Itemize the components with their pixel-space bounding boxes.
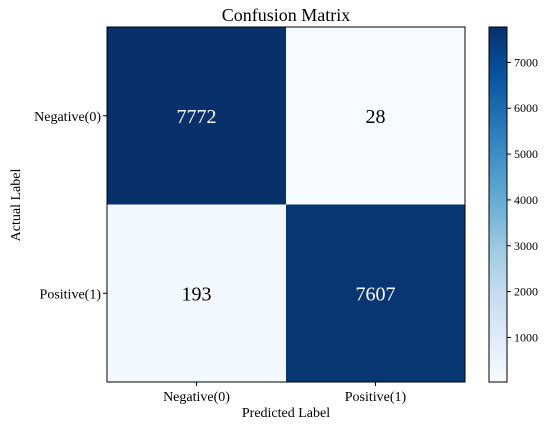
- cell-value-label: 193: [182, 283, 212, 305]
- x-tick-label: Positive(1): [345, 390, 407, 405]
- heatmap-cell: [107, 27, 286, 205]
- colorbar-tick-label: 7000: [514, 55, 538, 69]
- y-tick-label: Positive(1): [40, 287, 102, 302]
- heatmap-cells: [107, 27, 465, 382]
- cell-value-label: 7772: [177, 106, 217, 128]
- x-axis-label: Predicted Label: [242, 406, 330, 421]
- x-axis-ticks: Negative(0) Positive(1): [163, 382, 407, 405]
- colorbar-tick-label: 5000: [514, 147, 538, 161]
- heatmap-cell: [107, 204, 286, 382]
- colorbar-tick-label: 6000: [514, 101, 538, 115]
- cell-value-label: 7607: [356, 283, 396, 305]
- colorbar: [488, 26, 508, 383]
- colorbar-tick-label: 2000: [514, 285, 538, 299]
- colorbar-ticks: 1000 2000 3000 4000 5000 6000 7000: [507, 55, 538, 344]
- plot-frame: [106, 26, 466, 383]
- y-axis-ticks: Negative(0) Positive(1): [34, 110, 107, 302]
- colorbar-tick-label: 4000: [514, 193, 538, 207]
- heatmap-cell: [286, 27, 465, 205]
- y-tick-label: Negative(0): [34, 110, 101, 125]
- chart-title: Confusion Matrix: [222, 5, 351, 25]
- heatmap-cell: [286, 204, 465, 382]
- x-tick-label: Negative(0): [163, 390, 230, 405]
- colorbar-tick-label: 3000: [514, 239, 538, 253]
- cell-value-label: 28: [366, 106, 386, 128]
- cell-value-labels: 7772 28 193 7607: [177, 106, 396, 306]
- colorbar-tick-label: 1000: [514, 330, 538, 344]
- y-axis-label: Actual Label: [9, 169, 24, 242]
